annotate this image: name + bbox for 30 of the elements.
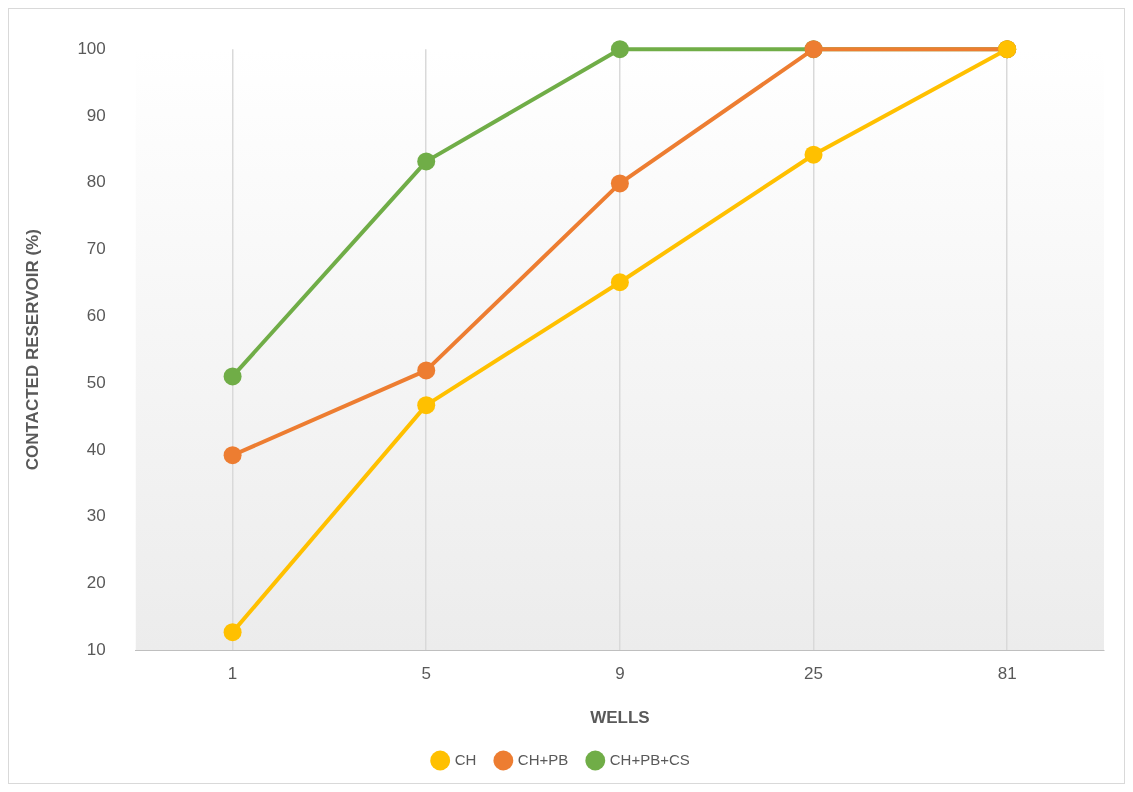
- point: [610, 174, 629, 193]
- x-tick-label: 9: [615, 664, 625, 684]
- legend-label: CH+PB+CS: [609, 750, 690, 768]
- point: [223, 367, 242, 386]
- point: [223, 623, 242, 642]
- y-axis-title: CONTACTED RESERVOIR (%): [22, 229, 42, 471]
- y-tick-label: 60: [86, 306, 106, 325]
- legend-label: CH: [454, 750, 477, 768]
- point: [804, 145, 823, 164]
- point: [417, 152, 436, 171]
- point: [223, 446, 242, 465]
- y-tick-label: 90: [86, 105, 106, 125]
- point: [417, 361, 436, 380]
- point: [610, 40, 629, 59]
- y-tick-label: 30: [86, 506, 106, 526]
- y-tick-label: 70: [86, 239, 106, 259]
- y-tick-label: 40: [86, 439, 106, 459]
- legend-label: CH+PB: [517, 750, 569, 768]
- x-tick-label: 81: [997, 664, 1017, 684]
- point: [610, 273, 629, 292]
- y-tick-label: 50: [86, 372, 106, 392]
- point: [417, 396, 436, 415]
- y-tick-label: 10: [86, 639, 106, 659]
- x-tick-label: 1: [227, 664, 238, 684]
- x-tick-label: 5: [421, 664, 431, 684]
- y-tick-label: 80: [86, 172, 106, 192]
- y-tick-label: 20: [86, 573, 106, 593]
- x-tick-label: 25: [804, 664, 823, 684]
- x-axis-title: WELLS: [590, 708, 650, 728]
- y-tick-label: 100: [77, 38, 106, 58]
